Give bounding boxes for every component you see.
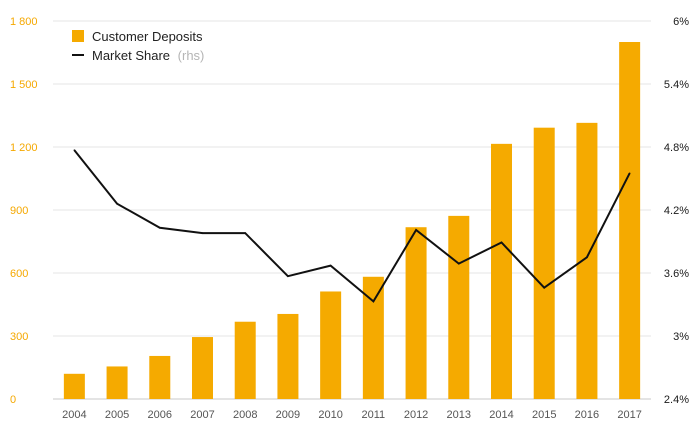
- market-share-point: [500, 241, 503, 244]
- right-tick-label: 3%: [673, 331, 689, 343]
- x-tick-label: 2014: [489, 409, 513, 421]
- market-share-point: [244, 232, 247, 234]
- deposit-bar: [533, 127, 555, 400]
- x-tick-label: 2011: [362, 409, 386, 421]
- deposit-bar: [277, 313, 299, 399]
- market-share-point: [372, 300, 375, 303]
- right-tick-label: 4.8%: [664, 142, 689, 154]
- x-tick-label: 2017: [617, 409, 641, 421]
- market-share-point: [287, 275, 289, 277]
- left-axis-ticks: 0 300 600 900 1 200 1 500 1 800: [10, 16, 38, 406]
- right-tick-label: 5.4%: [664, 79, 689, 91]
- deposit-bar: [320, 291, 342, 399]
- market-share-point: [116, 202, 118, 205]
- right-tick-label: 4.2%: [664, 205, 689, 217]
- left-tick-label: 900: [10, 205, 28, 217]
- x-tick-label: 2004: [62, 409, 86, 421]
- market-share-point: [158, 227, 161, 229]
- deposit-bar: [63, 373, 85, 399]
- market-share-line-group: [73, 149, 631, 303]
- x-tick-label: 2010: [318, 409, 342, 421]
- legend: Customer Deposits Market Share (rhs): [72, 29, 204, 63]
- right-tick-label: 2.4%: [664, 394, 689, 406]
- market-share-point: [586, 256, 588, 259]
- legend-label-deposits: Customer Deposits: [92, 29, 203, 44]
- right-tick-label: 6%: [673, 16, 689, 28]
- x-tick-label: 2012: [404, 409, 428, 421]
- right-axis-ticks: 2.4% 3% 3.6% 4.2% 4.8% 5.4% 6%: [664, 16, 689, 406]
- market-share-point: [415, 229, 417, 231]
- x-tick-label: 2013: [447, 409, 471, 421]
- deposit-bar: [576, 122, 598, 399]
- deposit-bar: [491, 143, 512, 399]
- market-share-point: [628, 172, 631, 175]
- market-share-point: [329, 264, 332, 267]
- left-tick-label: 1 800: [10, 16, 38, 28]
- right-tick-label: 3.6%: [664, 268, 689, 280]
- left-tick-label: 1 200: [10, 142, 38, 154]
- market-share-point: [543, 286, 546, 289]
- x-tick-label: 2005: [105, 409, 129, 421]
- x-tick-label: 2007: [190, 409, 214, 421]
- x-tick-label: 2008: [233, 409, 257, 421]
- left-tick-label: 1 500: [10, 79, 38, 91]
- x-tick-label: 2009: [276, 409, 300, 421]
- gridlines: [53, 20, 651, 400]
- market-share-line: [73, 149, 631, 303]
- market-share-point: [201, 232, 204, 234]
- x-tick-label: 2006: [148, 409, 172, 421]
- deposit-bar: [405, 227, 427, 399]
- left-tick-label: 0: [10, 394, 16, 406]
- deposit-bar: [448, 215, 470, 399]
- x-tick-label: 2015: [532, 409, 556, 421]
- left-tick-label: 600: [10, 268, 28, 280]
- market-share-point: [457, 262, 460, 265]
- deposit-bar: [362, 276, 384, 399]
- legend-label-rhs: (rhs): [178, 48, 205, 63]
- deposit-bar: [149, 355, 171, 399]
- legend-label-market-share-group: Market Share (rhs): [92, 48, 204, 63]
- deposit-bar: [619, 42, 641, 399]
- deposit-bar: [192, 337, 213, 399]
- left-tick-label: 300: [10, 331, 28, 343]
- legend-label-market-share: Market Share: [92, 48, 170, 63]
- market-share-point: [73, 149, 76, 151]
- x-tick-label: 2016: [575, 409, 599, 421]
- x-axis-ticks: 2004 2005 2006 2007 2008 2009 2010 2011 2012 2013…: [62, 409, 642, 421]
- deposit-bar: [106, 366, 128, 399]
- deposit-bar: [234, 321, 256, 399]
- deposit-bars: [63, 42, 641, 400]
- legend-swatch-deposits: [72, 30, 84, 42]
